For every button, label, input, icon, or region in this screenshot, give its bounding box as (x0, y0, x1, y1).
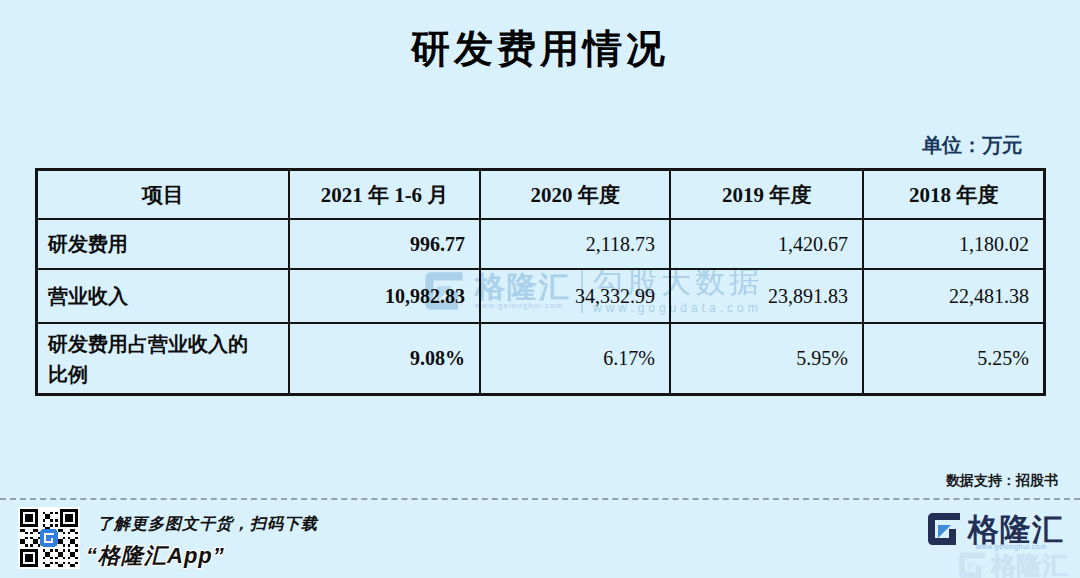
brand-name-ghost: 格隆汇 (991, 553, 1068, 578)
source-note: 数据支持：招股书 (946, 472, 1058, 490)
cell-value: 34,332.99 (480, 269, 670, 323)
cell-value: 10,982.83 (289, 269, 480, 323)
row-label: 研发费用 (37, 219, 290, 269)
cell-value: 22,481.38 (863, 269, 1045, 323)
header-2019: 2019 年度 (670, 170, 863, 220)
page-title: 研发费用情况 (0, 22, 1080, 76)
header-2020: 2020 年度 (480, 170, 670, 220)
table-row-rd-ratio: 研发费用占营业收入的比例 9.08% 6.17% 5.95% 5.25% (37, 323, 1045, 395)
table-row-revenue: 营业收入 10,982.83 34,332.99 23,891.83 22,48… (37, 269, 1045, 323)
table-row-rd-expense: 研发费用 996.77 2,118.73 1,420.67 1,180.02 (37, 219, 1045, 269)
row-label: 研发费用占营业收入的比例 (37, 323, 290, 395)
gelonghui-logo-icon (926, 511, 962, 547)
brand-lockup: 格隆汇 (926, 511, 1064, 547)
header-2021h1: 2021 年 1-6 月 (289, 170, 480, 220)
cell-value: 996.77 (289, 219, 480, 269)
unit-label: 单位：万元 (922, 132, 1022, 159)
footer-brand: 格隆汇 www.gelonghui.com 格隆汇 (926, 511, 1064, 578)
header-item: 项目 (37, 170, 290, 220)
brand-name: 格隆汇 (968, 514, 1064, 545)
cell-value: 6.17% (480, 323, 670, 395)
qr-code (18, 507, 80, 569)
cell-value: 23,891.83 (670, 269, 863, 323)
cell-value: 5.25% (863, 323, 1045, 395)
cell-value: 1,420.67 (670, 219, 863, 269)
qr-caption: 了解更多图文干货，扫码下载 (97, 514, 318, 535)
footer-divider (0, 498, 1080, 500)
cell-value: 2,118.73 (480, 219, 670, 269)
row-label: 营业收入 (37, 269, 290, 323)
rd-expense-table: 项目 2021 年 1-6 月 2020 年度 2019 年度 2018 年度 … (35, 168, 1046, 396)
cell-value: 1,180.02 (863, 219, 1045, 269)
cell-value: 9.08% (289, 323, 480, 395)
cell-value: 5.95% (670, 323, 863, 395)
table-header-row: 项目 2021 年 1-6 月 2020 年度 2019 年度 2018 年度 (37, 170, 1045, 220)
brand-url: www.gelonghui.com (954, 543, 1068, 551)
gelonghui-logo-icon-ghost (958, 551, 987, 578)
app-name: “格隆汇App” (86, 541, 225, 571)
header-2018: 2018 年度 (863, 170, 1045, 220)
brand-ghost: www.gelonghui.com 格隆汇 (954, 543, 1068, 578)
